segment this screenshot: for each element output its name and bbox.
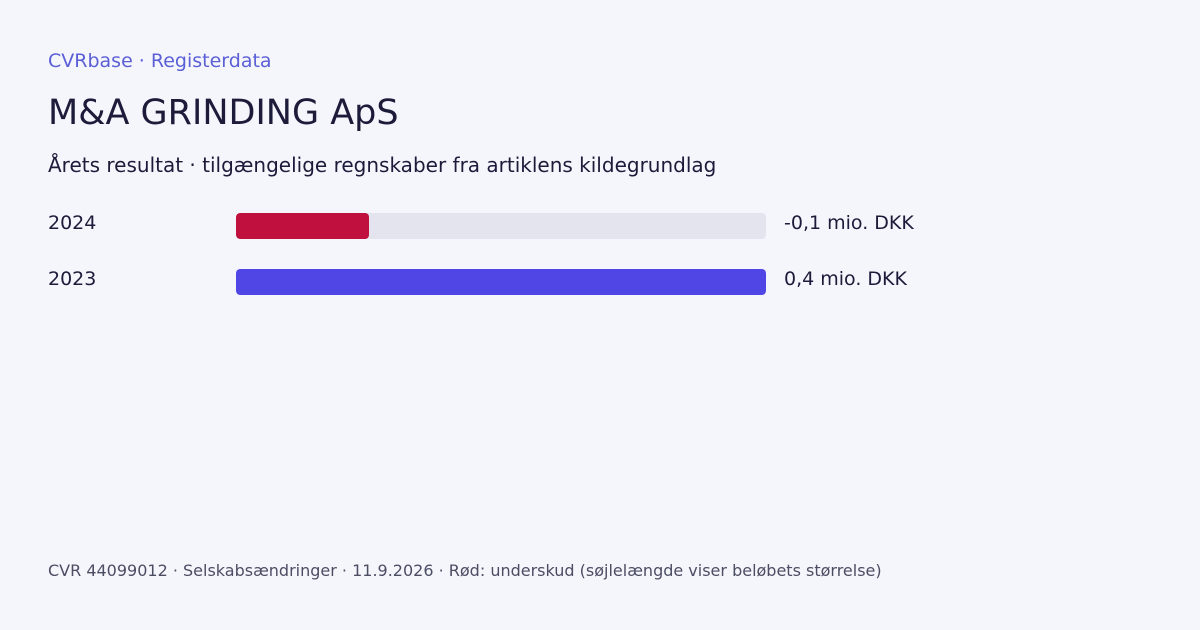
bar-row-2023: 2023 0,4 mio. DKK [0, 264, 1200, 300]
bar-track [236, 269, 766, 295]
chart-subtitle: Årets resultat · tilgængelige regnskaber… [48, 153, 717, 177]
page-title: M&A GRINDING ApS [48, 93, 399, 133]
bar-2024 [236, 213, 369, 239]
bar-2023 [236, 269, 766, 295]
category-label: 2024 [48, 212, 97, 234]
bar-track [236, 213, 766, 239]
category-label: 2023 [48, 268, 97, 290]
value-label: -0,1 mio. DKK [784, 212, 914, 234]
bar-row-2024: 2024 -0,1 mio. DKK [0, 208, 1200, 244]
result-bar-chart: 2024 -0,1 mio. DKK 2023 0,4 mio. DKK [0, 208, 1200, 300]
footer-note: CVR 44099012 · Selskabsændringer · 11.9.… [48, 561, 882, 580]
value-label: 0,4 mio. DKK [784, 268, 907, 290]
brand-label: CVRbase · Registerdata [48, 50, 272, 72]
